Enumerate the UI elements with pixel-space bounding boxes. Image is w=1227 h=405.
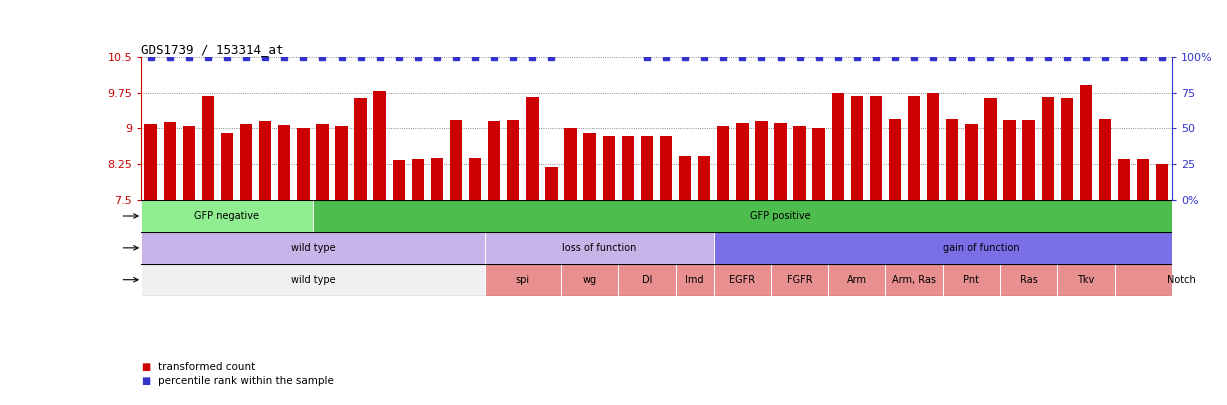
- Text: Dl: Dl: [642, 275, 652, 285]
- Bar: [411, 160, 425, 200]
- Bar: [485, 232, 714, 264]
- Bar: [1000, 264, 1058, 296]
- Bar: [755, 121, 768, 200]
- Text: Imd: Imd: [686, 275, 704, 285]
- Bar: [640, 136, 653, 200]
- Bar: [1022, 120, 1034, 200]
- Bar: [221, 133, 233, 200]
- Bar: [584, 133, 596, 200]
- Text: gain of function: gain of function: [942, 243, 1020, 253]
- Bar: [561, 264, 618, 296]
- Bar: [984, 98, 996, 200]
- Bar: [622, 136, 634, 200]
- Bar: [145, 124, 157, 200]
- Bar: [714, 264, 771, 296]
- Bar: [774, 123, 787, 200]
- Bar: [239, 124, 253, 200]
- Bar: [141, 232, 485, 264]
- Bar: [297, 128, 309, 200]
- Bar: [1118, 160, 1130, 200]
- Bar: [1098, 119, 1112, 200]
- Text: wild type: wild type: [291, 243, 335, 253]
- Bar: [450, 120, 463, 200]
- Bar: [141, 264, 485, 296]
- Bar: [507, 120, 519, 200]
- Bar: [717, 126, 729, 200]
- Bar: [771, 264, 828, 296]
- Text: spi: spi: [515, 275, 530, 285]
- Text: Ras: Ras: [1020, 275, 1038, 285]
- Bar: [828, 264, 886, 296]
- Bar: [488, 121, 501, 200]
- Bar: [908, 96, 920, 200]
- Bar: [679, 156, 691, 200]
- Bar: [201, 96, 213, 200]
- Bar: [526, 97, 539, 200]
- Bar: [602, 136, 615, 200]
- Bar: [1114, 264, 1227, 296]
- Bar: [545, 166, 557, 200]
- Bar: [373, 91, 385, 200]
- Bar: [1156, 164, 1168, 200]
- Bar: [942, 264, 1000, 296]
- Bar: [714, 232, 1227, 264]
- Bar: [888, 119, 901, 200]
- Bar: [259, 121, 271, 200]
- Bar: [618, 264, 676, 296]
- Bar: [393, 160, 405, 200]
- Bar: [736, 123, 748, 200]
- Text: Pnt: Pnt: [963, 275, 979, 285]
- Bar: [926, 94, 940, 200]
- Bar: [355, 98, 367, 200]
- Bar: [317, 124, 329, 200]
- Text: Arm: Arm: [847, 275, 866, 285]
- Text: Arm, Ras: Arm, Ras: [892, 275, 936, 285]
- Bar: [1137, 160, 1150, 200]
- Bar: [870, 96, 882, 200]
- Text: ■: ■: [141, 362, 151, 371]
- Text: EGFR: EGFR: [729, 275, 756, 285]
- Text: GDS1739 / 153314_at: GDS1739 / 153314_at: [141, 43, 283, 55]
- Bar: [1058, 264, 1114, 296]
- Bar: [163, 122, 175, 200]
- Text: wg: wg: [583, 275, 596, 285]
- Bar: [183, 126, 195, 200]
- Text: GFP positive: GFP positive: [750, 211, 811, 221]
- Bar: [966, 124, 978, 200]
- Bar: [279, 125, 291, 200]
- Bar: [812, 128, 825, 200]
- Bar: [1042, 97, 1054, 200]
- Bar: [850, 96, 863, 200]
- Text: GFP negative: GFP negative: [195, 211, 259, 221]
- Bar: [564, 128, 577, 200]
- Text: loss of function: loss of function: [562, 243, 637, 253]
- Bar: [431, 158, 443, 200]
- Text: percentile rank within the sample: percentile rank within the sample: [158, 376, 334, 386]
- Bar: [1060, 98, 1072, 200]
- Text: FGFR: FGFR: [787, 275, 812, 285]
- Text: Notch: Notch: [1167, 275, 1195, 285]
- Bar: [141, 200, 313, 232]
- Bar: [794, 126, 806, 200]
- Bar: [832, 94, 844, 200]
- Bar: [469, 158, 481, 200]
- Bar: [335, 126, 347, 200]
- Text: Tkv: Tkv: [1077, 275, 1094, 285]
- Text: transformed count: transformed count: [158, 362, 255, 371]
- Bar: [485, 264, 561, 296]
- Bar: [660, 136, 672, 200]
- Text: ■: ■: [141, 376, 151, 386]
- Bar: [676, 264, 714, 296]
- Bar: [698, 156, 710, 200]
- Text: wild type: wild type: [291, 275, 335, 285]
- Bar: [946, 119, 958, 200]
- Bar: [1080, 85, 1092, 200]
- Bar: [886, 264, 942, 296]
- Bar: [1004, 120, 1016, 200]
